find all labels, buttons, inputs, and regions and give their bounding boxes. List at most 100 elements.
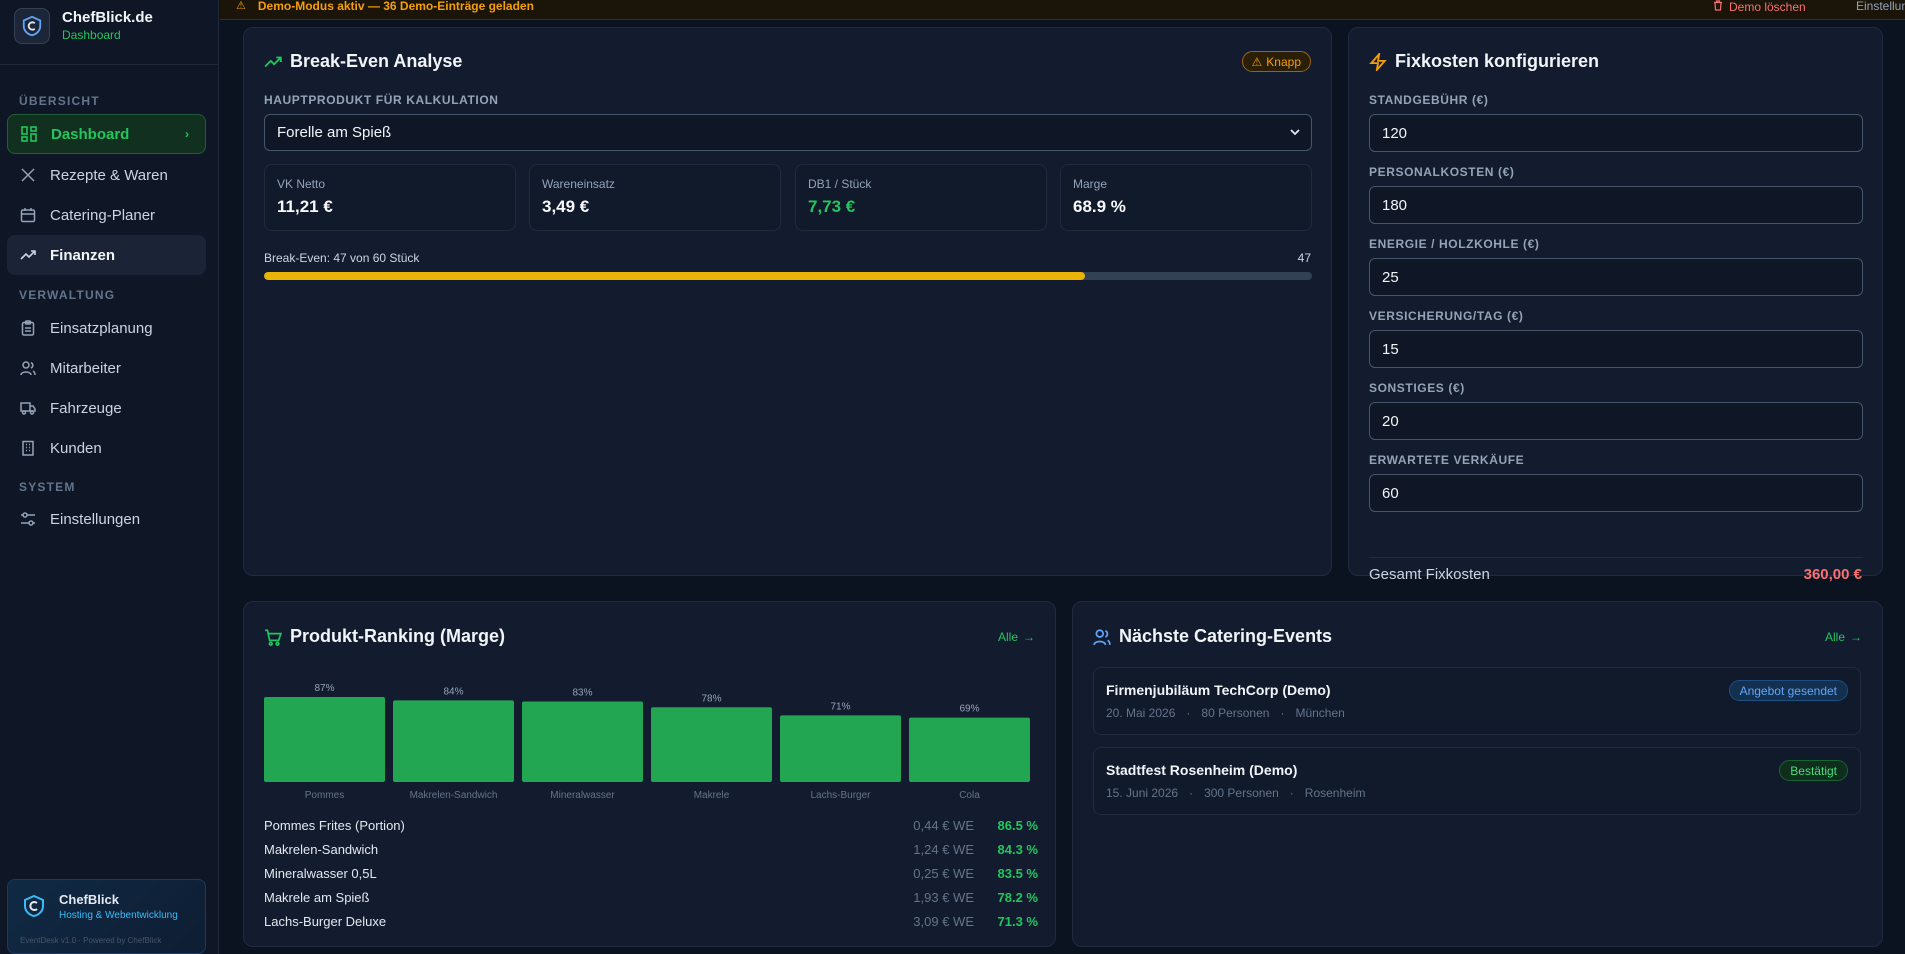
chart-bar[interactable] <box>780 715 901 782</box>
demo-delete-button[interactable]: Demo löschen <box>1713 0 1806 13</box>
list-item[interactable]: Mineralwasser 0,5L 0,25 € WE 83.5 % <box>264 864 1038 888</box>
product-name: Mineralwasser 0,5L <box>264 866 377 881</box>
chart-value-label: 84% <box>443 686 463 697</box>
list-item[interactable]: Makrelen-Sandwich 1,24 € WE 84.3 % <box>264 840 1038 864</box>
breakeven-progress-count: 47 <box>1297 251 1311 265</box>
list-item[interactable]: Lachs-Burger Deluxe 3,09 € WE 71.3 % <box>264 912 1038 936</box>
chart-category-label: Pommes <box>305 790 344 801</box>
breakeven-progress-label: Break-Even: 47 von 60 Stück <box>264 251 420 265</box>
event-status-badge: Bestätigt <box>1779 760 1848 781</box>
stat-value: 7,73 € <box>808 197 856 216</box>
event-meta: 15. Juni 2026 · 300 Personen · Rosenheim <box>1106 786 1366 800</box>
breakeven-title-text: Break-Even Analyse <box>290 51 463 71</box>
ranking-title-text: Produkt-Ranking (Marge) <box>290 626 506 646</box>
nav-section-overview: ÜBERSICHT <box>19 94 100 108</box>
product-margin: 78.2 % <box>997 890 1038 905</box>
field-label-energie: ENERGIE / HOLZKOHLE (€) <box>1369 237 1540 251</box>
standgebuehr-input[interactable] <box>1369 114 1863 152</box>
product-name: Makrelen-Sandwich <box>264 842 379 857</box>
sidebar-item-catering[interactable]: Catering-Planer <box>7 195 206 235</box>
brand[interactable]: ChefBlick.de Dashboard <box>14 8 153 44</box>
event-item[interactable]: Stadtfest Rosenheim (Demo) 15. Juni 2026… <box>1093 747 1861 815</box>
utensils-icon <box>19 166 37 184</box>
demo-message-text: Demo-Modus aktiv — 36 Demo-Einträge gela… <box>257 0 534 13</box>
events-card: Nächste Catering-Events Alle → Firmenjub… <box>1072 601 1883 947</box>
meta-separator: · <box>1280 706 1285 720</box>
sidebar-item-label: Einstellungen <box>50 510 141 528</box>
product-we: 1,24 € WE <box>913 842 974 857</box>
trending-up-icon <box>264 53 282 71</box>
sidebar-item-settings[interactable]: Einstellungen <box>7 499 206 539</box>
verkaeufe-input[interactable] <box>1369 474 1863 512</box>
product-name: Lachs-Burger Deluxe <box>264 914 387 929</box>
stat-vk-netto: VK Netto 11,21 € <box>264 164 516 231</box>
warning-icon: ⚠ <box>236 0 246 12</box>
chart-category-label: Cola <box>959 790 980 801</box>
events-all-link[interactable]: Alle → <box>1825 630 1862 644</box>
sidebar-item-label: Kunden <box>50 439 102 457</box>
trash-icon <box>1713 0 1723 13</box>
list-item[interactable]: Makrele am Spieß 1,93 € WE 78.2 % <box>264 888 1038 912</box>
chart-value-label: 78% <box>701 693 721 704</box>
event-city: München <box>1295 706 1345 720</box>
product-select[interactable]: Forelle am Spieß <box>264 114 1312 151</box>
chart-category-label: Makrele <box>694 790 730 801</box>
chart-bar[interactable] <box>651 707 772 782</box>
promo-title: ChefBlick <box>59 892 119 907</box>
event-item[interactable]: Firmenjubiläum TechCorp (Demo) 20. Mai 2… <box>1093 667 1861 735</box>
sidebar-item-recipes[interactable]: Rezepte & Waren <box>7 155 206 195</box>
stat-label: VK Netto <box>277 177 326 191</box>
promo-subtitle: Hosting & Webentwicklung <box>59 910 178 921</box>
fixkosten-total-label: Gesamt Fixkosten <box>1369 566 1490 583</box>
promo-card[interactable]: ChefBlick Hosting & Webentwicklung Event… <box>7 879 206 954</box>
stat-db1: DB1 / Stück 7,73 € <box>795 164 1047 231</box>
chart-value-label: 69% <box>959 704 979 715</box>
sidebar-item-label: Mitarbeiter <box>50 359 121 377</box>
meta-separator: · <box>1186 706 1191 720</box>
event-date: 20. Mai 2026 <box>1106 706 1176 720</box>
demo-message: ⚠ Demo-Modus aktiv — 36 Demo-Einträge ge… <box>236 0 534 12</box>
settings-link[interactable]: Einstellungen <box>1856 0 1905 13</box>
chart-category-label: Lachs-Burger <box>810 790 871 801</box>
sidebar-item-dashboard[interactable]: Dashboard › <box>7 114 206 154</box>
fixkosten-divider <box>1369 557 1863 558</box>
truck-icon <box>19 399 37 417</box>
stat-marge: Marge 68.9 % <box>1060 164 1312 231</box>
product-we: 0,25 € WE <box>913 866 974 881</box>
sidebar-item-staff[interactable]: Mitarbeiter <box>7 348 206 388</box>
product-margin: 84.3 % <box>997 842 1038 857</box>
fixkosten-card: Fixkosten konfigurieren STANDGEBÜHR (€) … <box>1348 27 1883 583</box>
ranking-title: Produkt-Ranking (Marge) <box>264 626 505 647</box>
sonstiges-input[interactable] <box>1369 402 1863 440</box>
field-label-standgebuehr: STANDGEBÜHR (€) <box>1369 93 1489 107</box>
breakeven-progress-bar <box>264 272 1312 280</box>
breakeven-title: Break-Even Analyse <box>264 51 462 72</box>
list-item[interactable]: Pommes Frites (Portion) 0,44 € WE 86.5 % <box>264 816 1038 840</box>
fixkosten-title: Fixkosten konfigurieren <box>1369 51 1599 72</box>
demo-delete-label: Demo löschen <box>1729 0 1806 14</box>
personalkosten-input[interactable] <box>1369 186 1863 224</box>
ranking-bar-chart: 87% Pommes 84% Makrelen-Sandwich 83% Mineralw… <box>264 683 1030 801</box>
events-all-label: Alle <box>1824 630 1845 644</box>
sidebar-item-planning[interactable]: Einsatzplanung <box>7 308 206 348</box>
energie-input[interactable] <box>1369 258 1863 296</box>
chart-category-label: Mineralwasser <box>550 790 615 801</box>
product-select-label: HAUPTPRODUKT FÜR KALKULATION <box>264 93 499 107</box>
chart-bar[interactable] <box>522 701 643 782</box>
chart-bar[interactable] <box>264 696 385 782</box>
versicherung-input[interactable] <box>1369 330 1863 368</box>
chart-bar[interactable] <box>909 717 1030 782</box>
product-select-value: Forelle am Spieß <box>277 124 392 141</box>
chevron-right-icon: › <box>185 127 189 141</box>
promo-footer: EventDesk v1.0 · Powered by ChefBlick <box>20 936 162 945</box>
stat-value: 3,49 € <box>542 197 590 216</box>
sidebar-item-customers[interactable]: Kunden <box>7 428 206 468</box>
product-we: 0,44 € WE <box>913 818 974 833</box>
sidebar-item-vehicles[interactable]: Fahrzeuge <box>7 388 206 428</box>
chart-bar[interactable] <box>393 700 514 782</box>
sliders-icon <box>19 510 37 528</box>
sidebar-item-finance[interactable]: Finanzen <box>7 235 206 275</box>
breakeven-card: Break-Even Analyse ⚠ Knapp HAUPTPRODUKT … <box>243 27 1332 576</box>
event-date: 15. Juni 2026 <box>1106 786 1179 800</box>
ranking-all-link[interactable]: Alle → <box>998 630 1035 644</box>
